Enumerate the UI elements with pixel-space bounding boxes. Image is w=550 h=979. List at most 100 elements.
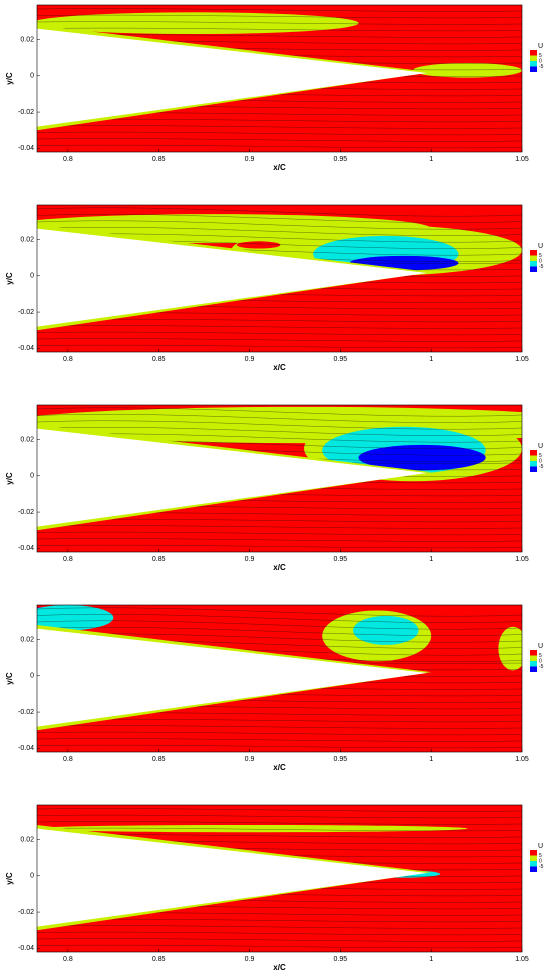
x-tick-label: 0.9 xyxy=(245,556,255,563)
legend-label: -5 xyxy=(539,864,544,870)
streamline xyxy=(37,925,522,929)
legend-label: 0 xyxy=(539,58,542,64)
x-tick-label: 0.95 xyxy=(334,956,348,963)
x-axis-label: x/C xyxy=(273,563,286,572)
streamline xyxy=(37,220,522,230)
y-tick-label: 0.02 xyxy=(20,36,34,43)
panel: 0.8 0.85 0.9 0.95 1 1.05 0.02 0 -0.02 -0.04 x/C y/C… xyxy=(5,4,544,172)
streamline xyxy=(37,344,522,349)
streamline xyxy=(37,14,522,19)
streamline xyxy=(37,531,522,536)
y-axis-label: y/C xyxy=(5,272,14,285)
panel: 0.8 0.85 0.9 0.95 1 1.05 0.02 0 -0.02 -0.04 x/C y/C… xyxy=(5,804,544,972)
x-tick-label: 0.9 xyxy=(245,756,255,763)
legend-swatch xyxy=(530,55,537,61)
x-tick-label: 0.8 xyxy=(63,356,73,363)
y-tick-label: 0 xyxy=(30,673,34,680)
legend-swatch xyxy=(530,255,537,261)
streamline xyxy=(37,627,522,636)
x-tick-label: 0.9 xyxy=(245,156,255,163)
x-axis-label: x/C xyxy=(273,163,286,172)
legend-swatch xyxy=(530,50,537,56)
flow-region xyxy=(236,241,281,249)
y-tick-label: -0.02 xyxy=(18,309,34,316)
plot-frame xyxy=(36,4,523,153)
panel: 0.8 0.85 0.9 0.95 1 1.05 0.02 0 -0.02 -0.04 x/C y/C… xyxy=(5,204,544,372)
y-tick-label: 0.02 xyxy=(20,636,34,643)
legend-title: U xyxy=(538,243,543,250)
streamline xyxy=(37,620,522,630)
legend-swatch xyxy=(530,66,537,72)
streamline xyxy=(37,821,522,825)
x-tick-label: 0.8 xyxy=(63,156,73,163)
x-axis-label: x/C xyxy=(273,763,286,772)
flow-region xyxy=(413,63,522,78)
streamline xyxy=(37,138,522,142)
x-tick-label: 0.8 xyxy=(63,756,73,763)
airfoil xyxy=(37,828,428,927)
legend-label: 0 xyxy=(539,858,542,864)
plot-area xyxy=(37,805,522,952)
legend-swatch xyxy=(530,466,537,472)
plot-area xyxy=(37,405,522,552)
legend-swatch xyxy=(530,850,537,856)
streamline xyxy=(37,525,522,529)
y-tick-label: -0.02 xyxy=(18,109,34,116)
legend-swatch xyxy=(530,250,537,256)
legend-swatch xyxy=(530,450,537,456)
legend-title: U xyxy=(538,843,543,850)
streamline xyxy=(37,407,522,417)
legend-swatch xyxy=(530,655,537,661)
x-tick-label: 1.05 xyxy=(515,556,529,563)
x-tick-label: 0.95 xyxy=(334,756,348,763)
legend-swatch xyxy=(530,266,537,272)
x-axis-label: x/C xyxy=(273,363,286,372)
streamline xyxy=(37,338,522,342)
y-tick-label: -0.04 xyxy=(18,545,34,552)
airfoil xyxy=(37,628,428,727)
legend-title: U xyxy=(538,443,543,450)
flow-region xyxy=(37,12,359,35)
y-axis-label: y/C xyxy=(5,672,14,685)
legend-swatch xyxy=(530,455,537,461)
legend-swatch xyxy=(530,461,537,467)
y-axis-label: y/C xyxy=(5,472,14,485)
x-tick-label: 1 xyxy=(429,756,433,763)
streamline xyxy=(37,420,522,430)
legend-label: 0 xyxy=(539,658,542,664)
legend-label: 5 xyxy=(539,453,542,459)
streamline xyxy=(37,414,522,423)
legend-swatch xyxy=(530,650,537,656)
y-tick-label: 0 xyxy=(30,273,34,280)
streamline xyxy=(37,131,522,136)
x-tick-label: 1 xyxy=(429,156,433,163)
legend-label: 5 xyxy=(539,853,542,859)
x-tick-label: 1.05 xyxy=(515,356,529,363)
panel: 0.8 0.85 0.9 0.95 1 1.05 0.02 0 -0.02 -0.04 x/C y/C… xyxy=(5,404,544,572)
y-tick-label: 0 xyxy=(30,73,34,80)
streamline xyxy=(37,731,522,736)
y-tick-label: -0.04 xyxy=(18,345,34,352)
x-tick-label: 0.8 xyxy=(63,956,73,963)
flow-region xyxy=(498,626,522,671)
y-tick-label: 0 xyxy=(30,473,34,480)
x-tick-label: 1 xyxy=(429,556,433,563)
legend-title: U xyxy=(538,43,543,50)
streamline xyxy=(37,738,522,742)
legend-label: 0 xyxy=(539,258,542,264)
streamline xyxy=(37,931,522,936)
x-tick-label: 0.85 xyxy=(152,156,166,163)
y-tick-label: -0.04 xyxy=(18,745,34,752)
y-tick-label: 0 xyxy=(30,873,34,880)
x-tick-label: 0.9 xyxy=(245,956,255,963)
y-tick-label: -0.02 xyxy=(18,709,34,716)
y-axis-label: y/C xyxy=(5,872,14,885)
streamline xyxy=(37,8,522,12)
legend-label: 5 xyxy=(539,253,542,259)
plot-frame xyxy=(36,804,523,953)
streamline xyxy=(37,808,522,812)
plot-area xyxy=(37,205,522,352)
flow-region xyxy=(358,444,486,471)
x-tick-label: 0.95 xyxy=(334,156,348,163)
